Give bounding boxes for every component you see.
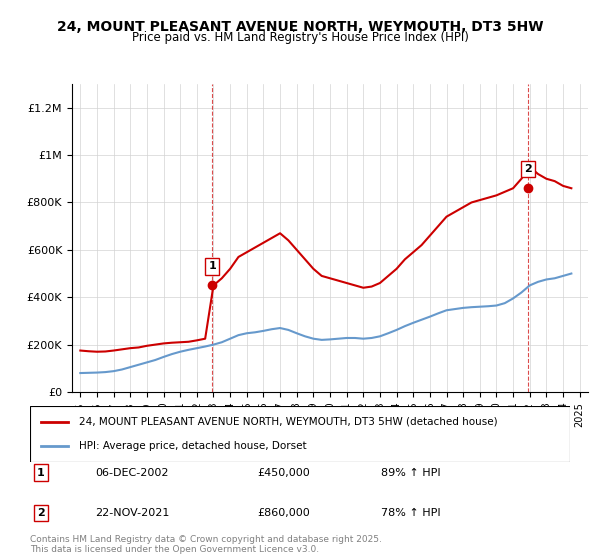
Text: 24, MOUNT PLEASANT AVENUE NORTH, WEYMOUTH, DT3 5HW: 24, MOUNT PLEASANT AVENUE NORTH, WEYMOUT…	[57, 20, 543, 34]
Text: 78% ↑ HPI: 78% ↑ HPI	[381, 508, 440, 518]
Text: 2: 2	[37, 508, 44, 518]
Text: HPI: Average price, detached house, Dorset: HPI: Average price, detached house, Dors…	[79, 441, 306, 451]
Text: 1: 1	[37, 468, 44, 478]
Text: 06-DEC-2002: 06-DEC-2002	[95, 468, 168, 478]
Text: £860,000: £860,000	[257, 508, 310, 518]
Text: 89% ↑ HPI: 89% ↑ HPI	[381, 468, 440, 478]
Text: 2: 2	[524, 164, 532, 174]
Text: 22-NOV-2021: 22-NOV-2021	[95, 508, 169, 518]
Text: £450,000: £450,000	[257, 468, 310, 478]
FancyBboxPatch shape	[30, 406, 570, 462]
Text: 1: 1	[208, 261, 216, 271]
Text: Price paid vs. HM Land Registry's House Price Index (HPI): Price paid vs. HM Land Registry's House …	[131, 31, 469, 44]
Text: 24, MOUNT PLEASANT AVENUE NORTH, WEYMOUTH, DT3 5HW (detached house): 24, MOUNT PLEASANT AVENUE NORTH, WEYMOUT…	[79, 417, 497, 427]
Text: Contains HM Land Registry data © Crown copyright and database right 2025.
This d: Contains HM Land Registry data © Crown c…	[30, 535, 382, 554]
